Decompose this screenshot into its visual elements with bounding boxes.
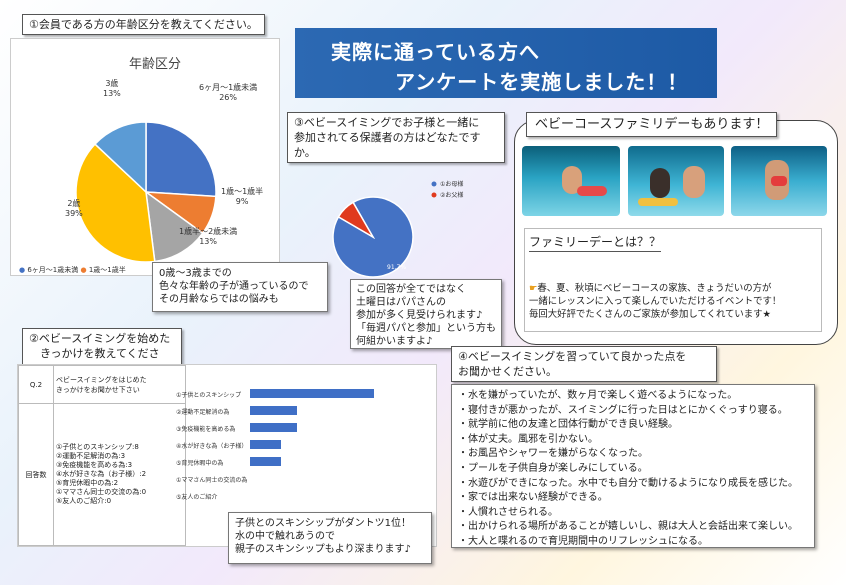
pie1-label-3: 2歳 39%: [65, 199, 83, 219]
bar: [250, 457, 281, 466]
pie2-label: 91.7%: [387, 264, 406, 271]
pie1-label-1-val: 9%: [235, 197, 249, 206]
age-pie-slices: [75, 121, 217, 263]
pie1-label-4: 3歳 13%: [103, 79, 121, 99]
pie2-slice-1: [337, 201, 376, 240]
q4-item: ・人慣れさせられる。: [458, 506, 558, 518]
bar: [250, 423, 297, 432]
pie1-slice-0: [145, 121, 217, 198]
q4-item: ・大人と喋れるので育児期間中のリフレッシュになる。: [458, 535, 708, 547]
q4-item: ・寝付きが悪かったが、スイミングに行った日はとにかくぐっすり寝る。: [458, 404, 788, 416]
bar: [250, 389, 374, 398]
q4-item: ・家では出来ない経験ができる。: [458, 492, 608, 504]
q4-item: ・水遊びができになった。水中でも自分で動けるようになり成長を感じた。: [458, 477, 798, 489]
q2-q-label: Q.2: [18, 365, 54, 404]
pie1-label-2-val: 13%: [199, 237, 217, 246]
banner-line1: 実際に通っている方へ: [331, 40, 540, 64]
q4-list-box: ・水を嫌がっていたが、数ヶ月で楽しく遊べるようになった。・寝付きが悪かったが、ス…: [451, 384, 815, 548]
q1-chart-title: 年齢区分: [129, 57, 182, 72]
q4-item: ・お風呂やシャワーを嫌がらなくなった。: [458, 448, 648, 460]
bar-label: ③免疫機能を高める為: [176, 426, 236, 433]
family-photo-1: [522, 146, 620, 216]
pie1-label-4-cat: 3歳: [105, 79, 119, 88]
q2-table: Q.2 ベビースイミングをはじめた きっかけをお聞かせ下さい 回答数 ①子供との…: [18, 365, 186, 546]
bar-label: ①ママさん同士の交流の為: [176, 477, 248, 484]
pie1-label-2: 1歳半～2歳未満 13%: [179, 227, 237, 247]
q3-legend-0: ①お母様: [440, 180, 463, 188]
banner: 実際に通っている方へ アンケートを実施しました！！: [295, 28, 717, 98]
legend-marker-0: ●: [19, 266, 26, 274]
q4-item: ・体が丈夫。風邪を引かない。: [458, 433, 598, 445]
q4-list: ・水を嫌がっていたが、数ヶ月で楽しく遊べるようになった。・寝付きが悪かったが、ス…: [458, 389, 808, 550]
q3-note: この回答が全てではなく 土曜日はパパさんの 参加が多く見受けられます♪ 「毎週パ…: [350, 279, 502, 349]
q1-heading: ①会員である方の年齢区分を教えてください。: [22, 14, 265, 35]
family-subtitle: ファミリーデーとは？？: [529, 233, 662, 252]
q4-item: ・出かけられる場所があることが嬉しいし、親は大人と会話出来て楽しい。: [458, 521, 798, 533]
pie1-label-1-cat: 1歳～1歳半: [221, 187, 264, 196]
q1-legend-1: 1歳～1歳半: [88, 266, 126, 274]
pie1-label-0-cat: 6ヶ月～1歳未満: [199, 83, 258, 92]
photo3-child: [771, 176, 787, 186]
q4-item: ・水を嫌がっていたが、数ヶ月で楽しく遊べるようになった。: [458, 390, 738, 401]
q2-note: 子供とのスキンシップがダントツ1位！ 水の中で触れあうので 親子のスキンシップも…: [228, 512, 432, 564]
bar-label: ⑤友人のご紹介: [176, 494, 218, 501]
q1-chart-panel: 年齢区分 6ヶ月～1歳未満 26% 1歳～1歳半 9% 1歳半～2歳未満 13% 2歳…: [10, 38, 280, 276]
q4-heading: ④ベビースイミングを習っていて良かった点を お聞かせください。: [451, 346, 717, 382]
family-title: ベビーコースファミリデーもあります！: [526, 112, 778, 137]
pie1-label-4-val: 13%: [103, 89, 121, 98]
q2-bar-chart: ①子供とのスキンシップ ②運動不足解消の為 ③免疫機能を高める為 ④水が好きな為（お子…: [176, 389, 436, 509]
pie1-label-2-cat: 1歳半～2歳未満: [179, 227, 238, 236]
bar-label: ②運動不足解消の為: [176, 409, 230, 416]
q1-note: 0歳～3歳までの 色々な年齢の子が通っているので その月齢ならではの悩みも: [152, 262, 328, 312]
age-pie-chart: [75, 121, 217, 263]
guardian-pie-chart: 91.7% ①お母様 ②お父様: [332, 180, 463, 278]
bar: [250, 406, 297, 415]
pie1-slice-2: [145, 190, 204, 263]
pie1-label-3-cat: 2歳: [67, 199, 81, 208]
legend-dot-mother: [431, 181, 437, 187]
pie1-slice-3: [75, 143, 156, 263]
q3-legend-1: ②お父様: [440, 191, 463, 199]
family-textbox: ファミリーデーとは？？ ☛春、夏、秋頃にベビーコースの家族、きょうだいの方が 一…: [524, 228, 822, 332]
pie1-label-1: 1歳～1歳半 9%: [221, 187, 263, 207]
legend-dot-father: [431, 192, 437, 198]
q2-answers: ①子供とのスキンシップ:8 ②運動不足解消の為:3 ③免疫機能を高める為:3 ④…: [53, 403, 186, 546]
photo2-person-2: [683, 166, 705, 198]
pie1-label-3-val: 39%: [65, 209, 83, 218]
bar-label: ①子供とのスキンシップ: [176, 392, 242, 399]
banner-line2: アンケートを実施しました！！: [395, 70, 689, 94]
family-body-wrap: ☛春、夏、秋頃にベビーコースの家族、きょうだいの方が 一緒にレッスンに入って楽し…: [529, 269, 821, 321]
bar-label: ④水が好きな為（お子様）: [176, 443, 248, 450]
bar-label: ⑤育児休暇中の為: [176, 460, 224, 467]
q2-q-text: ベビースイミングをはじめた きっかけをお聞かせ下さい: [53, 365, 186, 404]
pie1-slice-4: [93, 121, 147, 194]
pie1-label-0-val: 26%: [219, 93, 237, 102]
family-photo-3: [731, 146, 827, 216]
photo1-float: [577, 186, 607, 196]
q4-item: ・就学前に他の友達と団体行動ができ良い経験。: [458, 419, 678, 431]
photo2-float: [638, 198, 678, 206]
family-photo-2: [628, 146, 724, 216]
pointing-hand-icon: ☛: [529, 283, 538, 294]
q3-heading: ③ベビースイミングでお子様と一緒に 参加されてる保護者の方はどなたですか。: [287, 112, 505, 163]
q4-item: ・プールを子供自身が楽しみにしている。: [458, 462, 648, 474]
q2-a-label: 回答数: [18, 403, 54, 546]
guardian-pie-slices: [332, 196, 414, 278]
legend-marker-1: ●: [80, 266, 87, 274]
bar: [250, 440, 281, 449]
family-body: 春、夏、秋頃にベビーコースの家族、きょうだいの方が 一緒にレッスンに入って楽しん…: [529, 283, 782, 320]
q1-legend: ● 6ヶ月～1歳未満 ● 1歳～1歳半: [19, 265, 126, 275]
q1-legend-0: 6ヶ月～1歳未満: [27, 266, 79, 274]
photo2-person-1: [650, 168, 670, 198]
pie1-label-0: 6ヶ月～1歳未満 26%: [199, 83, 257, 103]
